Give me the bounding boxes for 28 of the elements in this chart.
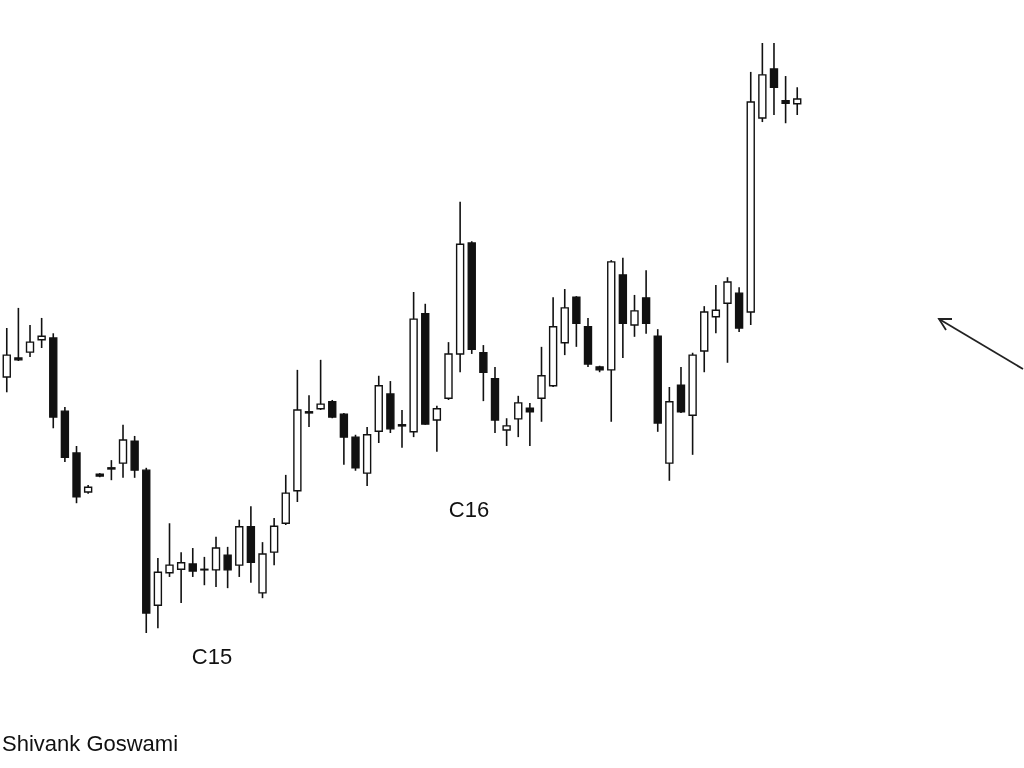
candlestick [723,276,732,364]
candlestick [107,459,116,481]
text: Shivank Goswami [2,731,179,756]
candlestick [397,409,407,449]
candlestick [304,394,314,428]
candlestick [223,546,232,589]
candlestick [14,307,23,362]
text: C15 [191,644,233,669]
candlestick [316,359,325,411]
candlestick [200,556,209,587]
candlestick [165,522,174,578]
annotation: C16 [448,497,490,522]
candlestick [37,317,46,349]
candlestick [211,536,221,588]
candlestick [479,344,488,402]
candlestick [630,294,639,338]
candlestick [793,86,802,116]
candlestick [432,405,442,453]
candlestick [502,417,511,447]
candlestick [339,412,349,466]
candlestick [176,551,186,604]
candlestick [514,395,523,438]
candlestick [781,75,790,125]
candlestick [25,324,35,358]
candlestick [118,423,128,479]
candlestick [188,547,197,578]
candlestick [769,42,779,116]
candlestick [537,346,546,423]
